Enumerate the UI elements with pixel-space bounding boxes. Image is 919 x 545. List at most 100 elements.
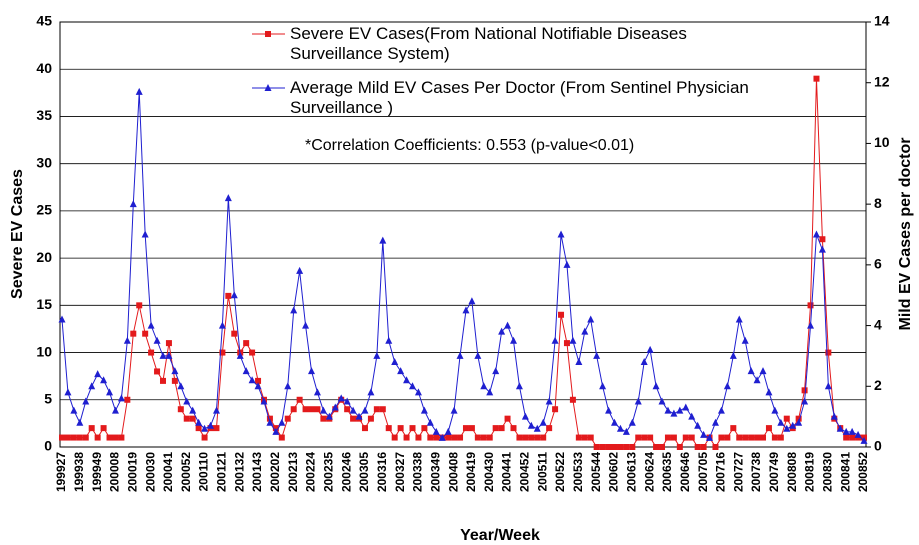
y2-tick-label: 6 (874, 256, 882, 272)
x-tick-label: 200738 (749, 452, 763, 492)
y-tick-label: 40 (36, 60, 52, 76)
marker (130, 330, 137, 337)
x-tick-label: 200511 (535, 452, 549, 492)
marker (492, 425, 499, 432)
marker (426, 418, 434, 426)
marker (165, 351, 173, 359)
marker (552, 406, 559, 413)
marker (842, 427, 850, 435)
marker (266, 415, 273, 422)
marker (284, 415, 291, 422)
marker (457, 434, 464, 441)
marker (830, 412, 838, 420)
marker (712, 444, 719, 450)
marker (575, 358, 583, 365)
marker (694, 444, 701, 450)
marker (433, 434, 440, 441)
marker (177, 382, 185, 390)
marker (628, 418, 636, 426)
marker (391, 434, 398, 441)
marker (409, 425, 416, 432)
marker (391, 358, 399, 365)
marker (147, 321, 155, 329)
marker (795, 415, 802, 422)
series-line (62, 78, 864, 448)
marker (243, 340, 250, 347)
marker (635, 434, 642, 441)
x-tick-label: 200749 (767, 452, 781, 492)
x-tick-label: 200808 (785, 452, 799, 492)
x-tick-label: 200613 (624, 452, 638, 492)
marker (498, 327, 506, 335)
marker (617, 444, 624, 450)
marker (218, 321, 226, 329)
legend-marker (265, 31, 271, 37)
marker (480, 382, 488, 390)
x-tick-label: 200349 (428, 452, 442, 492)
marker (349, 406, 357, 414)
y2-tick-label: 2 (874, 377, 882, 393)
marker (522, 434, 529, 441)
marker (462, 306, 470, 314)
marker (403, 434, 410, 441)
marker (812, 230, 820, 238)
marker (450, 406, 458, 414)
marker (843, 434, 850, 441)
legend-entry: Average Mild EV Cases Per Doctor (From S… (290, 78, 749, 117)
marker (124, 396, 131, 403)
marker (272, 427, 280, 435)
marker (753, 376, 761, 384)
legend-marker (264, 84, 272, 91)
marker (593, 444, 600, 450)
x-tick-label: 200624 (642, 452, 656, 492)
marker (397, 367, 405, 375)
marker (819, 236, 826, 243)
marker (94, 434, 101, 441)
y2-axis-title: Mild EV Cases per doctor (897, 138, 914, 331)
y2-tick-label: 0 (874, 438, 882, 454)
marker (88, 382, 96, 390)
marker (64, 388, 72, 396)
marker (171, 367, 179, 375)
marker (824, 382, 832, 390)
marker (658, 397, 666, 405)
marker (82, 397, 90, 405)
x-tick-label: 200452 (518, 452, 532, 492)
marker (106, 434, 113, 441)
marker (153, 336, 161, 344)
x-tick-label: 200819 (803, 452, 817, 492)
marker (688, 434, 695, 441)
marker (100, 425, 107, 432)
marker (807, 302, 814, 309)
x-tick-label: 200727 (731, 452, 745, 492)
marker (159, 351, 167, 359)
marker (599, 444, 606, 450)
marker (100, 376, 108, 384)
legend-entry: Severe EV Cases(From National Notifiable… (290, 24, 687, 63)
marker (325, 412, 333, 420)
marker (515, 382, 523, 390)
marker (641, 434, 648, 441)
marker (848, 427, 856, 435)
x-tick-label: 200235 (322, 452, 336, 492)
marker (260, 397, 268, 405)
marker (682, 403, 690, 411)
x-tick-label: 200316 (375, 452, 389, 492)
y2-tick-label: 4 (874, 316, 882, 332)
marker (159, 377, 166, 384)
marker (849, 434, 856, 441)
marker (486, 434, 493, 441)
marker (504, 321, 512, 329)
x-tick-label: 200441 (500, 452, 514, 492)
marker (765, 388, 773, 396)
marker (557, 230, 565, 238)
x-tick-label: 200635 (660, 452, 674, 492)
marker (308, 406, 315, 413)
marker (414, 388, 422, 396)
annotation: *Correlation Coefficients: 0.553 (p-valu… (305, 137, 634, 154)
marker (201, 434, 208, 441)
marker (224, 194, 232, 202)
marker (451, 434, 458, 441)
marker (801, 387, 808, 394)
